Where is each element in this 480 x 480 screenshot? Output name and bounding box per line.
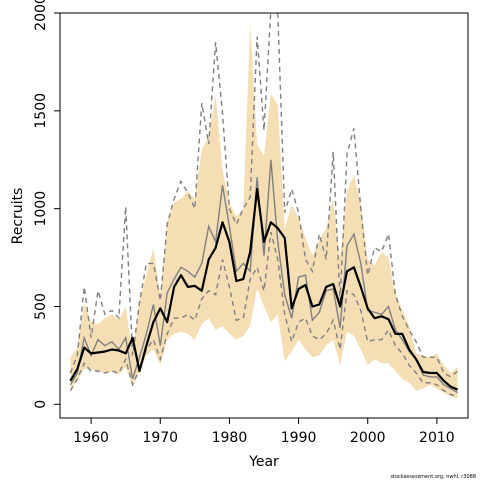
y-axis: 0 500 1000 1500 2000 [33, 0, 60, 409]
series-line-estimate [69, 188, 459, 391]
x-tick-label-1990: 1990 [281, 430, 317, 446]
y-tick-label-0: 0 [33, 400, 49, 409]
x-tick-label-2000: 2000 [350, 430, 386, 446]
confidence-band [70, 22, 458, 399]
series-line-alt-1 [69, 159, 458, 394]
y-axis-title: Recruits [10, 188, 26, 245]
x-tick-label-2010: 2010 [419, 430, 455, 446]
x-axis-title: Year [248, 454, 279, 470]
x-tick-label-1960: 1960 [73, 430, 109, 446]
y-tick-label-1000: 1000 [33, 191, 49, 227]
series-line-alt-2 [69, 231, 458, 398]
x-axis: 1960 1970 1980 1990 2000 2010 [73, 418, 455, 446]
footer-credit: stockassessment.org, nwhl, r3088 [390, 474, 476, 480]
x-tick-label-1970: 1970 [142, 430, 178, 446]
series-line-alt-3 [69, 13, 459, 378]
y-tick-label-1500: 1500 [33, 93, 49, 129]
y-tick-label-500: 500 [33, 293, 49, 320]
plot-area [69, 13, 459, 399]
plot-frame [59, 12, 469, 419]
x-tick-label-1980: 1980 [212, 430, 248, 446]
y-tick-label-2000: 2000 [33, 0, 49, 31]
